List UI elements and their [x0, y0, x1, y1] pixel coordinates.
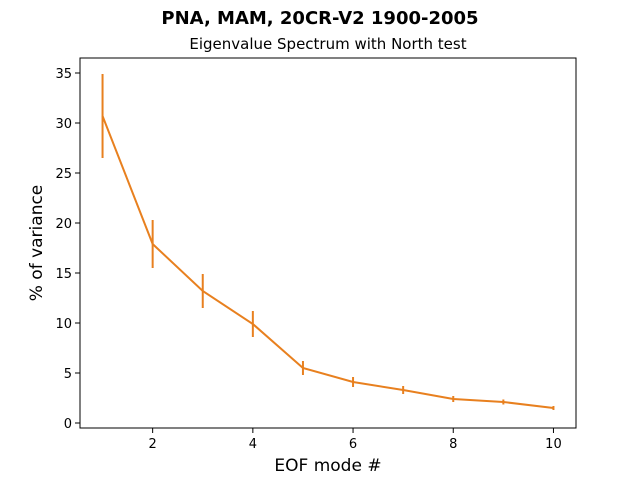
y-tick-label: 10: [55, 317, 72, 332]
x-axis-label: EOF mode #: [274, 456, 381, 476]
y-tick-label: 20: [55, 217, 72, 232]
x-tick-label: 4: [249, 437, 257, 452]
x-tick-label: 8: [449, 437, 457, 452]
y-axis-label: % of variance: [27, 185, 47, 302]
y-tick-label: 25: [55, 167, 72, 182]
variance-series: [101, 74, 555, 410]
chart-subtitle: Eigenvalue Spectrum with North test: [189, 35, 466, 53]
y-tick-label: 5: [64, 367, 72, 382]
y-tick-label: 30: [55, 117, 72, 132]
y-tick-label: 15: [55, 267, 72, 282]
x-tick-label: 6: [349, 437, 357, 452]
x-axis: 2 4 6 8 10: [149, 428, 562, 452]
chart-title: PNA, MAM, 20CR-V2 1900-2005: [161, 8, 478, 29]
x-tick-label: 10: [545, 437, 562, 452]
x-tick-label: 2: [149, 437, 157, 452]
plot-area: [79, 57, 577, 429]
y-tick-label: 35: [55, 67, 72, 82]
y-tick-label: 0: [64, 417, 72, 432]
y-axis: 0 5 10 15 20 25 30 35: [55, 67, 80, 432]
series-line: [101, 115, 554, 409]
